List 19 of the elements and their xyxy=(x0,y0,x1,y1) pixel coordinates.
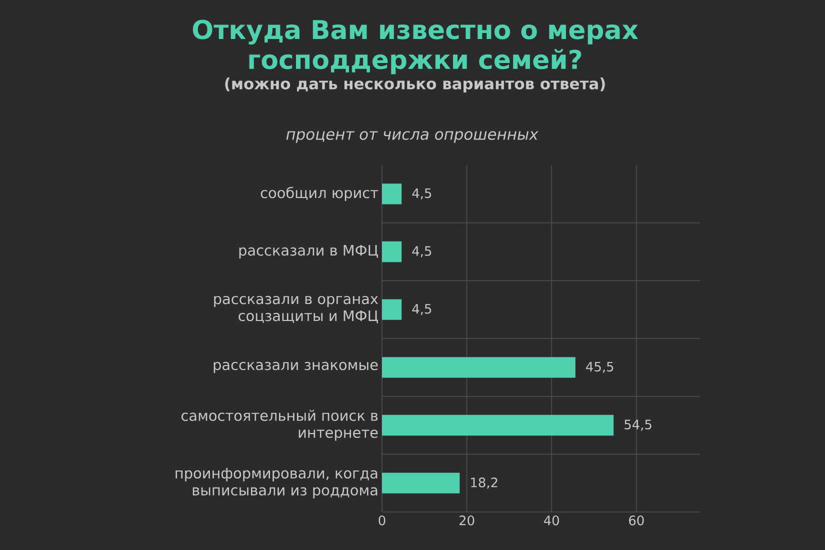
data-label: 18,2 xyxy=(471,478,498,489)
y-tick-label: сообщил юрист xyxy=(260,186,378,202)
x-tick-label: 60 xyxy=(629,516,644,526)
x-axis-title: процент от числа опрошенных xyxy=(286,131,538,143)
data-label: 4,5 xyxy=(412,188,432,200)
x-tick-label: 0 xyxy=(378,516,386,526)
chart-subtitle: (можно дать несколько вариантов ответа) xyxy=(225,78,605,92)
y-tick-label: рассказали в органах соцзащиты и МФЦ xyxy=(214,296,378,324)
y-tick-label: рассказали знакомые xyxy=(214,362,378,373)
data-label: 4,5 xyxy=(412,304,432,316)
y-tick-label: самостоятельный поиск в интернете xyxy=(182,410,378,441)
data-label: 4,5 xyxy=(412,246,432,258)
chart-title: Откуда Вам известно о мерах господдержки семей? xyxy=(192,20,638,74)
data-label: 45,5 xyxy=(586,362,614,373)
data-label: 54,5 xyxy=(624,420,652,431)
x-tick-label: 20 xyxy=(460,516,474,526)
y-tick-label: рассказали в МФЦ xyxy=(239,244,378,259)
y-tick-label: проинформировали, когда выписывали из роддома xyxy=(176,468,378,498)
x-tick-label: 40 xyxy=(544,516,559,526)
